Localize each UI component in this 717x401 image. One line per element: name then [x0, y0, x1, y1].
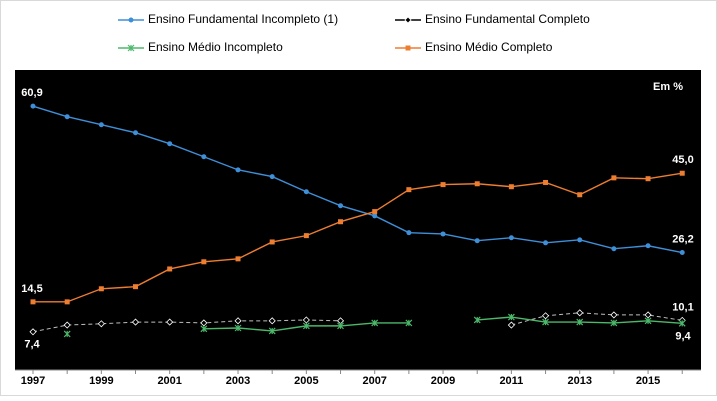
plot-area [15, 70, 701, 370]
data-point [303, 233, 309, 239]
data-label: 7,4 [24, 339, 40, 351]
legend-marker [127, 44, 135, 52]
data-point [508, 184, 514, 190]
data-point [166, 318, 174, 326]
data-point [577, 192, 583, 198]
legend-marker [128, 17, 134, 23]
data-point [440, 182, 446, 188]
data-point [611, 175, 617, 181]
series-line [33, 172, 683, 303]
legend-label: Ensino Médio Incompleto [148, 40, 283, 54]
data-point [406, 230, 412, 236]
legend-label: Ensino Fundamental Incompleto (1) [148, 12, 338, 26]
data-point [543, 179, 549, 185]
data-point [201, 154, 207, 160]
data-point [133, 130, 139, 136]
data-point [474, 238, 480, 244]
annotation: Em % [653, 81, 683, 93]
data-point [406, 187, 412, 193]
data-point [372, 209, 378, 215]
data-point [269, 239, 275, 245]
x-tick-label: 2015 [636, 375, 660, 387]
data-point [679, 250, 685, 256]
data-point [645, 176, 651, 182]
data-point [133, 284, 139, 290]
x-tick-label: 2009 [431, 375, 455, 387]
data-point [371, 319, 379, 327]
data-point [201, 259, 207, 265]
x-tick-label: 2005 [294, 375, 318, 387]
data-label: 60,9 [21, 87, 42, 99]
data-point [542, 318, 549, 326]
data-label: 26,2 [672, 233, 693, 245]
series-line [32, 312, 683, 333]
data-point [98, 122, 104, 128]
data-point [303, 189, 309, 195]
data-point [507, 321, 515, 329]
data-point [167, 141, 173, 147]
data-point [577, 237, 583, 243]
data-point [302, 322, 310, 330]
data-point [30, 299, 36, 305]
data-point [64, 114, 70, 120]
data-point [405, 319, 413, 327]
data-point [268, 327, 276, 335]
data-point [611, 246, 617, 252]
x-tick-label: 2011 [499, 375, 523, 387]
data-point [338, 219, 344, 225]
x-tick-label: 2007 [362, 375, 386, 387]
legend-label: Ensino Médio Completo [425, 40, 553, 54]
data-point [30, 103, 36, 109]
data-point [543, 240, 549, 246]
data-point [576, 309, 584, 317]
data-point [98, 286, 104, 292]
data-point [372, 213, 378, 219]
data-point [541, 312, 550, 320]
data-point [131, 318, 140, 326]
data-point [645, 243, 651, 249]
data-point [64, 299, 70, 305]
data-point [644, 317, 652, 325]
data-point [235, 256, 241, 262]
data-point [610, 311, 618, 319]
data-point [167, 266, 173, 272]
data-point [234, 324, 242, 332]
legend-marker [405, 45, 411, 51]
data-point [440, 231, 446, 237]
data-point [200, 325, 208, 333]
x-tick-label: 1997 [21, 375, 45, 387]
data-point [63, 330, 71, 338]
data-label: 45,0 [672, 154, 693, 166]
x-tick-label: 1999 [89, 375, 113, 387]
data-point [234, 317, 242, 325]
data-point [63, 321, 71, 329]
data-point [508, 235, 514, 241]
data-point [474, 181, 480, 187]
x-tick-label: 2001 [157, 375, 181, 387]
data-point [269, 174, 275, 180]
data-label: 10,1 [672, 301, 693, 313]
series-line [32, 105, 683, 254]
data-point [29, 328, 37, 336]
data-point [473, 316, 481, 324]
data-point [679, 170, 685, 176]
data-point [678, 319, 686, 327]
data-label: 9,4 [675, 330, 691, 342]
x-tick-label: 2013 [567, 375, 591, 387]
data-point [507, 313, 515, 321]
data-point [97, 320, 105, 328]
data-point [576, 318, 584, 326]
data-label: 14,5 [21, 283, 42, 295]
x-tick-label: 2003 [226, 375, 250, 387]
data-point [338, 203, 344, 209]
data-point [268, 317, 276, 325]
legend-label: Ensino Fundamental Completo [425, 12, 590, 26]
data-point [337, 322, 344, 330]
data-point [610, 319, 618, 327]
data-point [235, 167, 241, 173]
legend-marker [404, 16, 412, 24]
